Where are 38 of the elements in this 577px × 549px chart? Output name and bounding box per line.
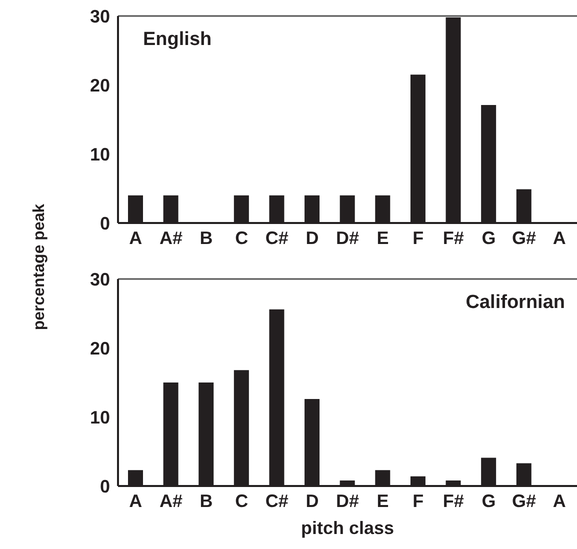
x-tick-label: F (412, 490, 424, 511)
x-tick-label: A (552, 490, 566, 511)
x-tick-label: F (412, 228, 424, 248)
y-tick-label: 30 (90, 269, 110, 290)
text: Californian (466, 292, 565, 314)
y-tick-label: 0 (100, 213, 110, 234)
x-tick-label: C (235, 490, 248, 511)
x-tick-label: C# (265, 490, 288, 511)
y-tick-label: 10 (90, 144, 110, 164)
x-tick-label: C# (265, 228, 288, 248)
x-tick-label: D# (336, 228, 360, 248)
x-tick-label: F# (442, 228, 464, 248)
y-axis-title: percentage peak (31, 202, 49, 332)
y-tick-label: 30 (90, 6, 110, 26)
x-tick-label: G# (512, 490, 536, 511)
x-tick-label: A (129, 228, 142, 248)
x-tick-label: G (482, 490, 496, 511)
x-tick-label: B (200, 228, 213, 248)
x-tick-label: E (376, 490, 389, 511)
x-axis-title: pitch class (300, 518, 394, 538)
text: English (143, 29, 212, 51)
x-tick-label: E (376, 228, 389, 248)
x-tick-label: D (306, 490, 319, 511)
y-tick-label: 10 (90, 407, 110, 428)
x-tick-label: D (306, 228, 319, 248)
x-tick-label: G (482, 228, 496, 248)
x-tick-label: A# (159, 228, 182, 248)
x-tick-label: A# (159, 490, 182, 511)
x-tick-label: B (200, 490, 213, 511)
x-tick-label: C (235, 228, 248, 248)
y-tick-label: 0 (100, 476, 110, 496)
x-tick-label: A (552, 228, 566, 248)
y-tick-label: 20 (90, 338, 110, 358)
x-tick-label: A (129, 490, 142, 511)
x-tick-label: D# (336, 490, 360, 511)
x-tick-label: F# (442, 490, 464, 511)
x-tick-label: G# (512, 228, 536, 248)
y-tick-label: 20 (90, 75, 110, 96)
